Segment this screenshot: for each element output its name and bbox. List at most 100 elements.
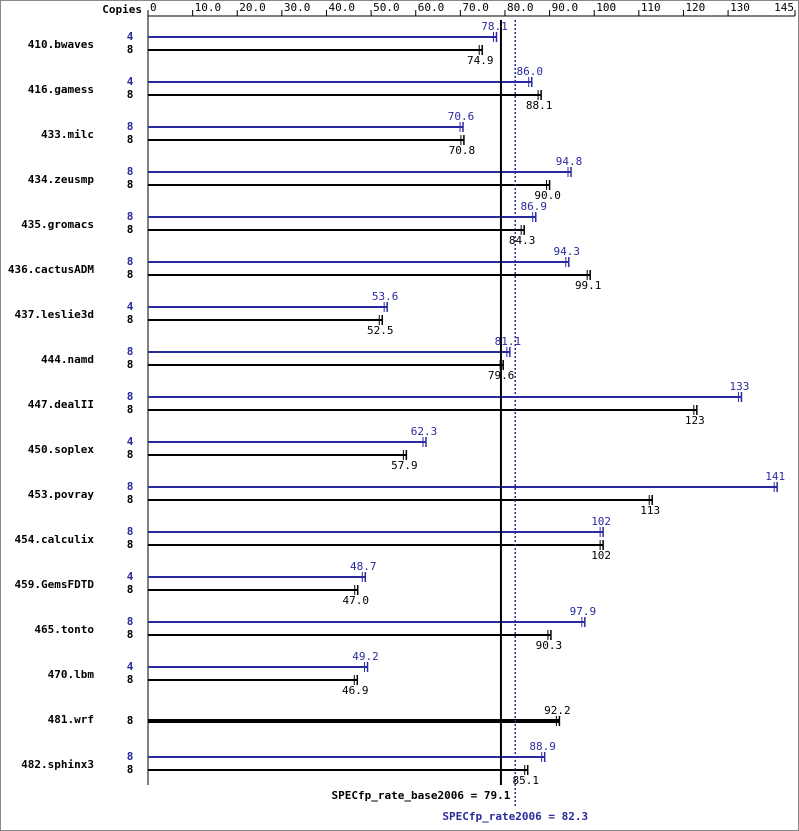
value-label: 81.1 bbox=[495, 335, 522, 348]
benchmark-name: 459.GemsFDTD bbox=[15, 578, 95, 591]
benchmark-name: 435.gromacs bbox=[21, 218, 94, 231]
copies: 8 bbox=[127, 223, 134, 236]
x-tick-label: 70.0 bbox=[462, 1, 489, 14]
copies: 8 bbox=[127, 178, 134, 191]
x-tick-label: 20.0 bbox=[239, 1, 266, 14]
value-label: 86.0 bbox=[516, 65, 543, 78]
benchmark-name: 434.zeusmp bbox=[28, 173, 95, 186]
value-label: 49.2 bbox=[352, 650, 379, 663]
copies: 4 bbox=[127, 660, 134, 673]
copies: 8 bbox=[127, 165, 134, 178]
benchmark-name: 416.gamess bbox=[28, 83, 94, 96]
copies: 8 bbox=[127, 120, 134, 133]
x-tick-label: 90.0 bbox=[552, 1, 579, 14]
value-label: 133 bbox=[730, 380, 750, 393]
value-label: 70.8 bbox=[449, 144, 476, 157]
copies: 8 bbox=[127, 255, 134, 268]
copies: 8 bbox=[127, 345, 134, 358]
value-label: 90.0 bbox=[534, 189, 561, 202]
copies: 8 bbox=[127, 480, 134, 493]
x-tick-label: 30.0 bbox=[284, 1, 311, 14]
copies: 8 bbox=[127, 615, 134, 628]
value-label: 94.8 bbox=[556, 155, 583, 168]
copies: 8 bbox=[127, 88, 134, 101]
value-label: 102 bbox=[591, 515, 611, 528]
value-label: 88.1 bbox=[526, 99, 553, 112]
x-tick-label: 145 bbox=[774, 1, 794, 14]
benchmark-name: 410.bwaves bbox=[28, 38, 94, 51]
benchmark-name: 481.wrf bbox=[48, 713, 94, 726]
copies: 8 bbox=[127, 714, 134, 727]
benchmark-name: 454.calculix bbox=[15, 533, 95, 546]
benchmark-name: 444.namd bbox=[41, 353, 94, 366]
value-label: 88.9 bbox=[529, 740, 556, 753]
value-label: 48.7 bbox=[350, 560, 377, 573]
copies: 8 bbox=[127, 133, 134, 146]
copies: 8 bbox=[127, 448, 134, 461]
value-label: 84.3 bbox=[509, 234, 536, 247]
benchmark-name: 470.lbm bbox=[48, 668, 95, 681]
copies: 8 bbox=[127, 763, 134, 776]
x-tick-label: 60.0 bbox=[418, 1, 445, 14]
reference-label: SPECfp_rate2006 = 82.3 bbox=[442, 810, 588, 823]
copies: 8 bbox=[127, 750, 134, 763]
value-label: 85.1 bbox=[512, 774, 539, 787]
reference-label: SPECfp_rate_base2006 = 79.1 bbox=[332, 789, 511, 802]
value-label: 52.5 bbox=[367, 324, 394, 337]
value-label: 74.9 bbox=[467, 54, 494, 67]
benchmark-name: 450.soplex bbox=[28, 443, 95, 456]
value-label: 53.6 bbox=[372, 290, 399, 303]
benchmark-name: 465.tonto bbox=[34, 623, 94, 636]
benchmark-name: 447.dealII bbox=[28, 398, 94, 411]
x-tick-label: 120 bbox=[685, 1, 705, 14]
value-label: 141 bbox=[765, 470, 785, 483]
value-label: 78.1 bbox=[481, 20, 508, 33]
x-tick-label: 110 bbox=[641, 1, 661, 14]
copies: 8 bbox=[127, 390, 134, 403]
copies: 8 bbox=[127, 673, 134, 686]
copies-header: Copies bbox=[102, 3, 142, 16]
benchmark-name: 433.milc bbox=[41, 128, 94, 141]
value-label: 46.9 bbox=[342, 684, 369, 697]
copies: 4 bbox=[127, 75, 134, 88]
copies: 4 bbox=[127, 30, 134, 43]
benchmark-name: 437.leslie3d bbox=[15, 308, 94, 321]
value-label: 47.0 bbox=[342, 594, 369, 607]
copies: 8 bbox=[127, 43, 134, 56]
x-tick-label: 10.0 bbox=[195, 1, 222, 14]
copies: 8 bbox=[127, 403, 134, 416]
value-label: 86.9 bbox=[521, 200, 548, 213]
value-label: 90.3 bbox=[536, 639, 563, 652]
value-label: 99.1 bbox=[575, 279, 602, 292]
benchmark-name: 436.cactusADM bbox=[8, 263, 94, 276]
value-label: 62.3 bbox=[411, 425, 438, 438]
value-label: 57.9 bbox=[391, 459, 418, 472]
x-tick-label: 50.0 bbox=[373, 1, 400, 14]
value-label: 97.9 bbox=[570, 605, 597, 618]
benchmark-name: 453.povray bbox=[28, 488, 95, 501]
x-tick-label: 100 bbox=[596, 1, 616, 14]
copies: 4 bbox=[127, 570, 134, 583]
value-label: 102 bbox=[591, 549, 611, 562]
value-label: 113 bbox=[640, 504, 660, 517]
copies: 4 bbox=[127, 435, 134, 448]
value-label: 70.6 bbox=[448, 110, 475, 123]
copies: 8 bbox=[127, 583, 134, 596]
x-tick-label: 40.0 bbox=[328, 1, 355, 14]
copies: 8 bbox=[127, 358, 134, 371]
value-label: 94.3 bbox=[554, 245, 581, 258]
copies: 8 bbox=[127, 493, 134, 506]
copies: 8 bbox=[127, 313, 134, 326]
value-label: 123 bbox=[685, 414, 705, 427]
copies: 4 bbox=[127, 300, 134, 313]
x-tick-label: 80.0 bbox=[507, 1, 534, 14]
copies: 8 bbox=[127, 268, 134, 281]
copies: 8 bbox=[127, 525, 134, 538]
copies: 8 bbox=[127, 210, 134, 223]
value-label: 92.2 bbox=[544, 704, 571, 717]
x-tick-label: 130 bbox=[730, 1, 750, 14]
benchmark-name: 482.sphinx3 bbox=[21, 758, 94, 771]
x-tick-label: 0 bbox=[150, 1, 157, 14]
